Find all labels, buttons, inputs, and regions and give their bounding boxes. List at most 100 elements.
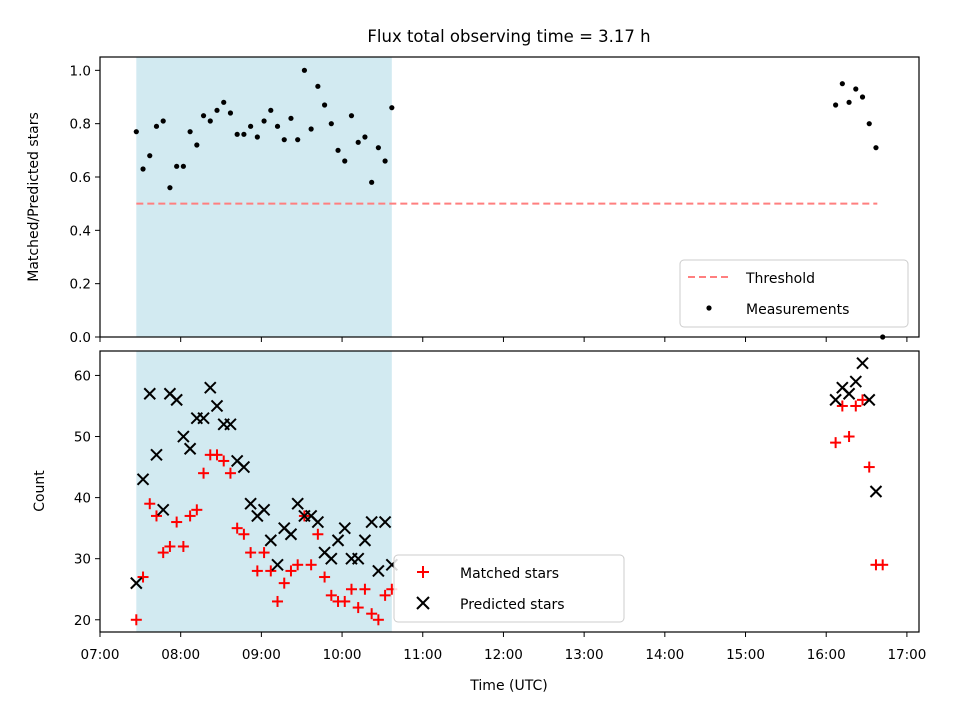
matched-star-point xyxy=(352,602,364,614)
measurement-point xyxy=(254,134,260,140)
matched-star-point xyxy=(857,394,869,406)
matched-star-point xyxy=(359,583,371,595)
predicted-star-point xyxy=(849,375,863,388)
measurement-point xyxy=(214,107,220,113)
measurement-point xyxy=(180,163,186,169)
measurement-point xyxy=(200,113,207,119)
predicted-star-point xyxy=(358,534,372,547)
measurement-point xyxy=(281,137,287,143)
matched-star-point xyxy=(305,559,317,571)
matched-star-point xyxy=(164,540,176,552)
predicted-star-point xyxy=(856,357,869,370)
matched-star-point xyxy=(863,461,875,473)
predicted-star-point xyxy=(210,399,224,413)
measurement-point xyxy=(234,131,240,137)
legend-measurements-label: Measurements xyxy=(746,302,849,318)
measurement-point xyxy=(221,99,227,105)
matched-star-point xyxy=(211,449,223,461)
matched-star-point xyxy=(171,516,183,528)
predicted-star-point xyxy=(291,497,304,510)
measurement-point xyxy=(174,163,180,169)
measurement-point xyxy=(328,121,334,127)
ratio-y-tick-label: 0.6 xyxy=(70,170,91,186)
matched-star-point xyxy=(231,522,243,534)
predicted-star-point xyxy=(130,576,143,590)
predicted-star-point xyxy=(204,381,217,394)
matched-star-point xyxy=(272,595,284,607)
matched-star-point xyxy=(339,595,351,607)
predicted-star-point xyxy=(257,503,271,517)
predicted-star-point xyxy=(271,558,284,572)
measurement-point xyxy=(839,81,845,87)
predicted-star-point xyxy=(338,521,351,535)
measurement-point xyxy=(846,99,852,105)
x-axis-label: Time (UTC) xyxy=(469,678,547,694)
predicted-star-point xyxy=(378,515,392,529)
ratio-y-tick-label: 0.4 xyxy=(70,223,91,239)
measurement-point xyxy=(301,67,308,73)
measurement-point xyxy=(261,118,267,124)
x-tick-label: 11:00 xyxy=(403,647,442,663)
measurement-point xyxy=(348,113,355,119)
measurement-point xyxy=(389,105,395,111)
x-tick-label: 13:00 xyxy=(565,647,604,663)
legend-matched-swatch xyxy=(417,566,429,578)
matched-star-point xyxy=(130,614,142,626)
measurement-point xyxy=(369,179,375,185)
matched-star-point xyxy=(292,559,304,571)
measurement-point xyxy=(140,166,146,172)
count-legend: Matched stars Predicted stars xyxy=(393,554,625,623)
measurement-point xyxy=(308,126,314,132)
predicted-star-point xyxy=(863,393,876,407)
predicted-star-point xyxy=(143,387,156,400)
matched-star-point xyxy=(285,565,297,577)
count-y-tick-label: 40 xyxy=(74,491,91,507)
matched-star-point xyxy=(278,577,290,589)
predicted-star-point xyxy=(842,387,856,400)
measurement-point xyxy=(274,123,281,129)
matched-star-point xyxy=(325,589,337,601)
predicted-star-point xyxy=(869,485,883,498)
predicted-star-point xyxy=(170,393,183,407)
measurement-point xyxy=(355,139,361,145)
count-y-tick-label: 20 xyxy=(74,613,91,629)
x-tick-label: 15:00 xyxy=(726,647,765,663)
measurement-point xyxy=(194,142,200,148)
count-y-axis-label: Count xyxy=(32,470,48,512)
measurement-point xyxy=(321,102,328,108)
matched-star-point xyxy=(144,498,156,510)
matched-star-point xyxy=(238,528,250,540)
measurement-point xyxy=(362,134,368,140)
matched-star-point xyxy=(245,547,257,559)
predicted-star-point xyxy=(224,418,237,431)
x-tick-label: 09:00 xyxy=(242,647,281,663)
measurement-point xyxy=(295,137,301,143)
measurement-point xyxy=(866,121,872,127)
observing-window-shade xyxy=(136,57,392,337)
matched-star-point xyxy=(366,608,378,620)
predicted-star-point xyxy=(150,448,163,462)
predicted-star-point xyxy=(237,460,251,474)
measurement-point xyxy=(167,185,173,191)
predicted-star-point xyxy=(351,552,365,565)
x-tick-label: 12:00 xyxy=(484,647,523,663)
measurement-point xyxy=(288,115,294,121)
predicted-star-point xyxy=(331,534,345,547)
predicted-star-point xyxy=(264,534,278,547)
matched-star-point xyxy=(843,431,855,443)
count-panel: 20 30 40 50 60 07:00 08:00 09:00 10:00 11:00 12:00… xyxy=(32,350,926,694)
measurement-point xyxy=(382,158,388,164)
measurement-point xyxy=(160,118,166,124)
measurement-point xyxy=(187,129,193,135)
matched-star-point xyxy=(191,504,203,516)
matched-star-point xyxy=(265,565,277,577)
measurement-point xyxy=(853,86,859,92)
predicted-star-point xyxy=(365,515,378,529)
measurement-point xyxy=(873,145,879,151)
measurement-point xyxy=(833,102,839,108)
ratio-y-tick-label: 0.8 xyxy=(70,117,91,133)
matched-star-point xyxy=(319,571,331,583)
predicted-star-point xyxy=(325,552,338,565)
measurement-point xyxy=(859,94,866,100)
x-tick-label: 08:00 xyxy=(161,647,200,663)
